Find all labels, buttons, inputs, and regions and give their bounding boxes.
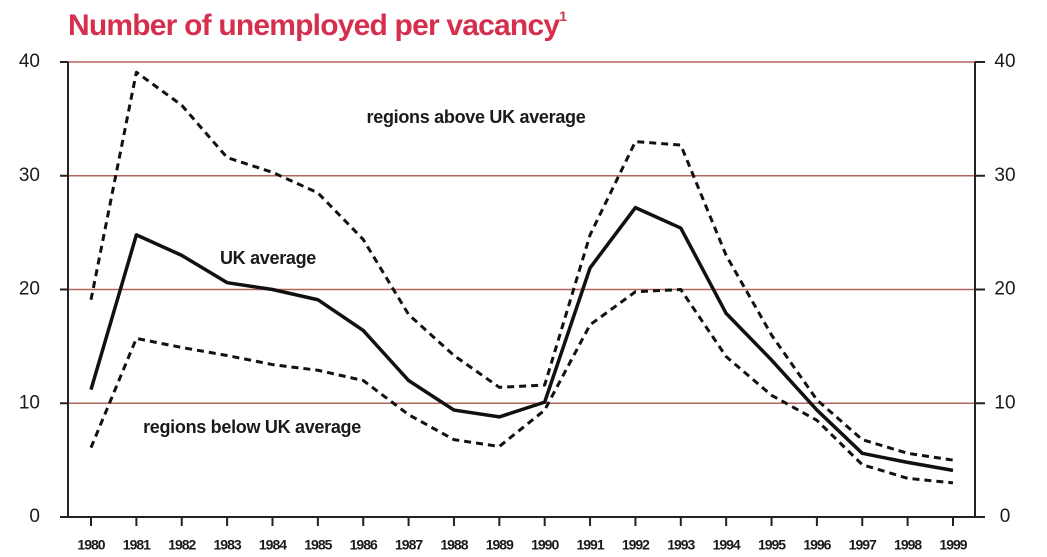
y-tick-label: 20 bbox=[19, 279, 40, 300]
x-tick-label: 1987 bbox=[395, 537, 423, 553]
x-tick-label: 1985 bbox=[304, 537, 332, 553]
series-line bbox=[89, 288, 954, 485]
x-tick-label: 1988 bbox=[440, 537, 468, 553]
x-tick-label: 1981 bbox=[123, 537, 151, 553]
x-tick-label: 1990 bbox=[531, 537, 559, 553]
series-line bbox=[89, 205, 954, 473]
x-tick-label: 1980 bbox=[77, 537, 105, 553]
title-text: Number of unemployed per vacancy bbox=[68, 9, 560, 42]
y2-tick-label: 10 bbox=[994, 392, 1015, 413]
y-tick-label: 40 bbox=[19, 51, 40, 72]
x-tick-label: 1983 bbox=[214, 537, 242, 553]
y2-tick-label: 20 bbox=[994, 279, 1015, 300]
x-tick-label: 1993 bbox=[667, 537, 695, 553]
x-tick-label: 1998 bbox=[894, 537, 922, 553]
x-tick-label: 1995 bbox=[758, 537, 786, 553]
x-tick-label: 1982 bbox=[168, 537, 196, 553]
chart-title: Number of unemployed per vacancy1 bbox=[68, 8, 567, 42]
y-tick-label: 0 bbox=[29, 506, 40, 527]
x-tick-label: 1984 bbox=[259, 537, 287, 553]
x-tick-label: 1992 bbox=[622, 537, 650, 553]
y-tick-label: 10 bbox=[19, 392, 40, 413]
x-tick-label: 1999 bbox=[939, 537, 967, 553]
x-tick-label: 1994 bbox=[713, 537, 741, 553]
y2-tick-label: 0 bbox=[1000, 506, 1011, 527]
series-label: regions below UK average bbox=[143, 417, 361, 437]
title-note: 1 bbox=[559, 8, 567, 24]
x-tick-label: 1996 bbox=[803, 537, 831, 553]
series-label: UK average bbox=[220, 248, 316, 268]
x-tick-label: 1991 bbox=[576, 537, 604, 553]
series-label: regions above UK average bbox=[367, 107, 586, 127]
y2-tick-label: 40 bbox=[994, 51, 1015, 72]
x-tick-label: 1997 bbox=[849, 537, 877, 553]
y2-tick-label: 30 bbox=[994, 165, 1015, 186]
series-line bbox=[89, 70, 954, 462]
x-tick-label: 1989 bbox=[486, 537, 514, 553]
y-tick-label: 30 bbox=[19, 165, 40, 186]
x-tick-label: 1986 bbox=[350, 537, 378, 553]
